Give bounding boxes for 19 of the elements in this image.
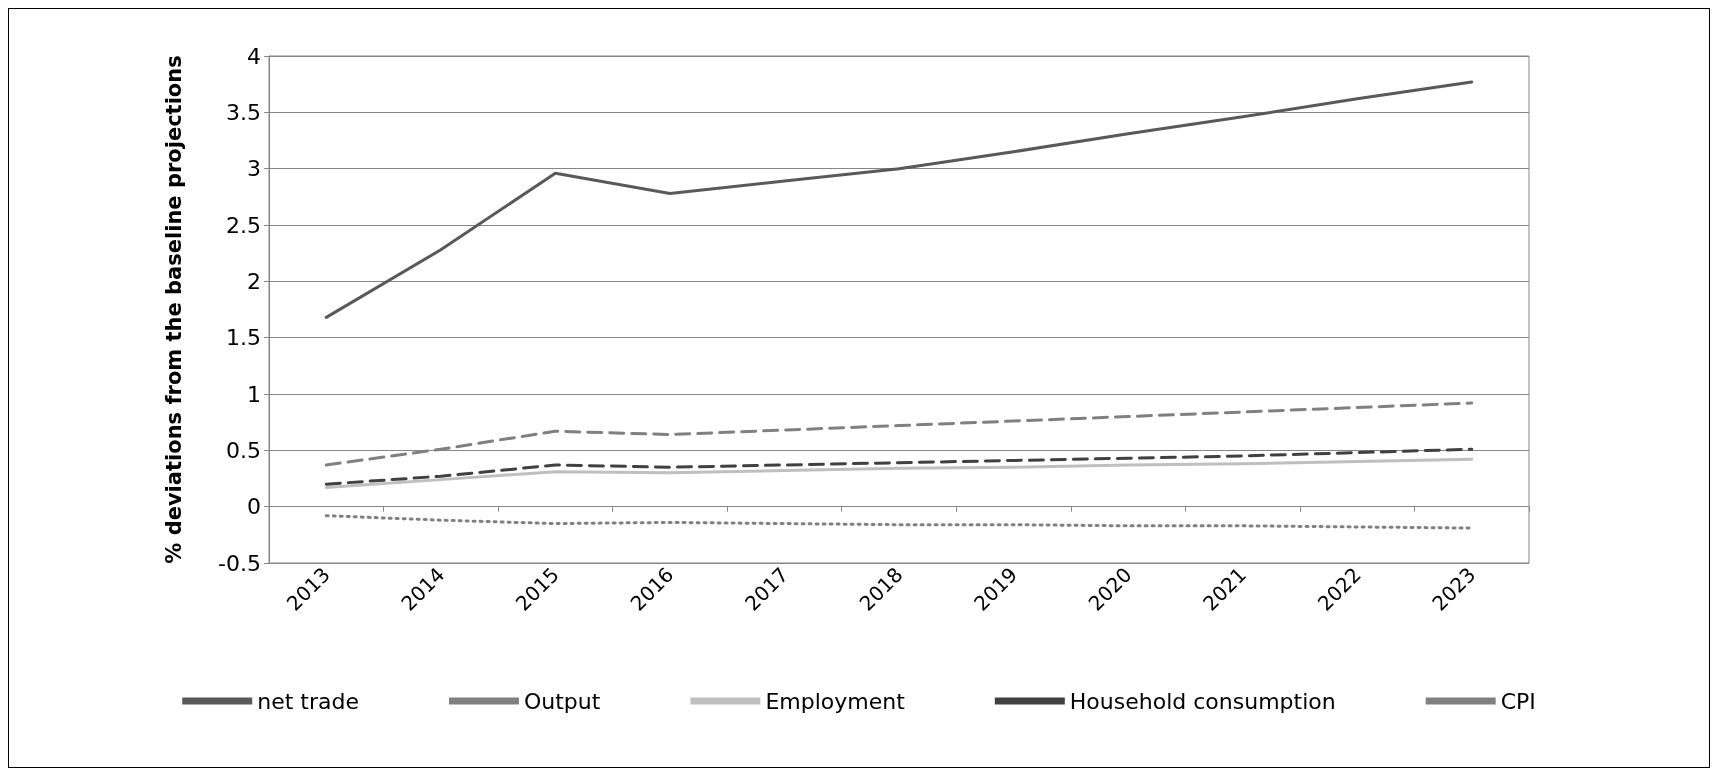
legend-label: net trade <box>257 688 359 714</box>
y-tick-label: 3 <box>247 156 261 182</box>
y-tick-label: 1.5 <box>226 325 261 351</box>
legend-label: Employment <box>765 688 906 714</box>
y-tick-label: 4 <box>247 43 261 69</box>
legend-label: CPI <box>1500 688 1536 714</box>
y-tick-label: 3.5 <box>226 99 261 125</box>
y-tick-label: 2.5 <box>226 212 261 238</box>
y-axis-title: % deviations from the baseline projections <box>161 55 186 564</box>
y-tick-label: -0.5 <box>218 550 261 576</box>
line-series <box>324 80 1474 319</box>
line-series <box>324 447 1474 486</box>
y-tick-label: 0.5 <box>226 437 261 463</box>
legend-label: Household consumption <box>1069 688 1336 714</box>
y-tick-label: 1 <box>247 381 261 407</box>
y-tick-label: 0 <box>247 494 261 520</box>
line-series <box>324 457 1474 490</box>
y-tick-label: 2 <box>247 268 261 294</box>
legend-label: Output <box>523 688 601 714</box>
